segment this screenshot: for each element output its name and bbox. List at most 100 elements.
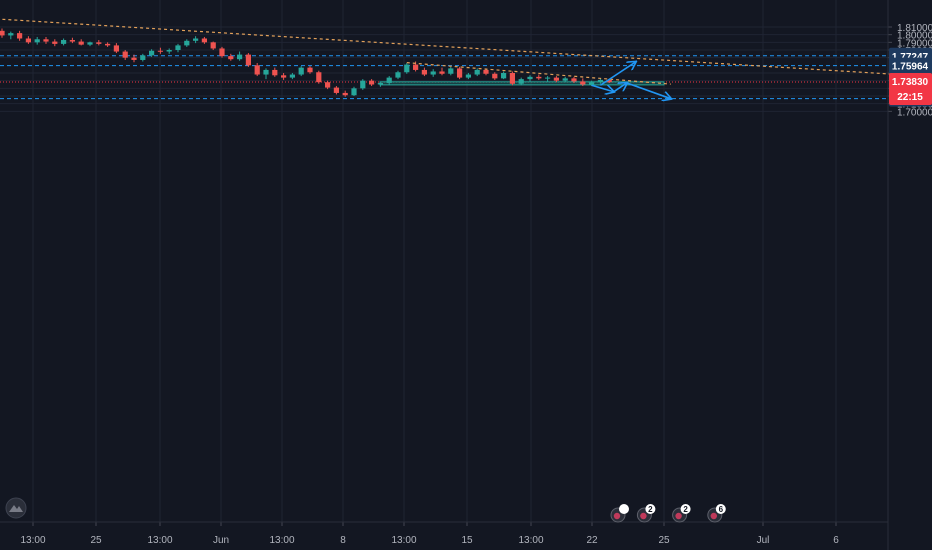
candle-body bbox=[87, 42, 93, 45]
candle-body bbox=[430, 71, 436, 75]
x-tick-label: 6 bbox=[833, 535, 839, 546]
event-badge[interactable]: 2 bbox=[672, 504, 691, 523]
candle-body bbox=[395, 72, 401, 78]
candle bbox=[492, 72, 498, 80]
event-badge[interactable] bbox=[610, 504, 629, 523]
candle-body bbox=[8, 33, 14, 36]
candle bbox=[272, 67, 278, 77]
candle bbox=[166, 48, 172, 54]
candle bbox=[465, 73, 471, 80]
x-tick-label: 13:00 bbox=[391, 535, 416, 546]
logo-mountain-icon bbox=[9, 505, 23, 512]
event-badge[interactable]: 2 bbox=[636, 504, 656, 523]
price-levels bbox=[0, 55, 888, 100]
candle-body bbox=[404, 64, 410, 73]
candle bbox=[509, 71, 515, 86]
candle bbox=[281, 73, 287, 80]
time-axis[interactable]: 13:00 25 13:00 Jun 13:00 8 13:00 15 13:00 22 25 Jul… bbox=[0, 521, 888, 546]
candle-body bbox=[149, 50, 155, 56]
candle-body bbox=[342, 92, 348, 96]
candle bbox=[105, 42, 111, 47]
candle bbox=[553, 76, 559, 83]
candle bbox=[325, 80, 331, 90]
candle-body bbox=[166, 50, 172, 52]
candle-body bbox=[474, 69, 480, 75]
forecast-arrow bbox=[626, 82, 671, 99]
candle bbox=[193, 36, 199, 44]
candle bbox=[501, 71, 507, 80]
candle bbox=[404, 63, 410, 74]
event-count-bubble bbox=[645, 504, 656, 514]
candle-body bbox=[254, 65, 260, 75]
x-tick-label: 15 bbox=[461, 535, 473, 546]
candle bbox=[140, 53, 146, 62]
candle bbox=[149, 49, 155, 57]
candle-body bbox=[606, 79, 612, 83]
candle-body bbox=[518, 79, 524, 84]
candle-body bbox=[17, 33, 23, 39]
candle bbox=[228, 53, 234, 61]
candle bbox=[545, 76, 551, 82]
candle-body bbox=[157, 50, 163, 52]
x-tick-label: 25 bbox=[658, 535, 670, 546]
y-tick-label: 1.80000 bbox=[897, 31, 932, 42]
candle bbox=[307, 66, 313, 74]
candle bbox=[527, 75, 533, 82]
candle bbox=[34, 36, 40, 45]
candle-body bbox=[360, 80, 366, 89]
candle bbox=[245, 53, 251, 67]
candle-body bbox=[43, 39, 49, 42]
current-price-label: 1.73830 bbox=[892, 77, 929, 88]
x-tick-label: 13:00 bbox=[269, 535, 294, 546]
candle-body bbox=[61, 40, 67, 44]
event-flag-icon bbox=[640, 512, 647, 520]
candle-body bbox=[413, 64, 419, 70]
candle bbox=[439, 67, 445, 76]
forecast-arrow bbox=[591, 84, 614, 92]
x-tick-label: Jul bbox=[757, 535, 770, 546]
candle-body bbox=[272, 69, 278, 76]
candle-body bbox=[78, 41, 84, 45]
candle bbox=[289, 73, 295, 80]
candle-body bbox=[105, 43, 111, 46]
logo bbox=[5, 497, 27, 519]
event-badge[interactable]: 6 bbox=[707, 504, 726, 523]
candle-body bbox=[492, 73, 498, 79]
candle bbox=[298, 66, 304, 77]
candle bbox=[122, 50, 128, 60]
event-flag-icon bbox=[675, 512, 682, 520]
candle bbox=[69, 37, 75, 44]
candle bbox=[448, 66, 454, 76]
candle-body bbox=[325, 82, 331, 88]
candle bbox=[237, 51, 243, 61]
event-count-bubble bbox=[680, 504, 691, 514]
candle-body bbox=[140, 55, 146, 60]
candle-body bbox=[483, 69, 489, 74]
candle bbox=[17, 30, 23, 41]
price-level-label: 1.77247 bbox=[892, 52, 929, 63]
candle-body bbox=[333, 87, 339, 93]
candle-body bbox=[536, 76, 542, 79]
candle bbox=[333, 86, 339, 95]
candle bbox=[536, 74, 542, 80]
candle-body bbox=[597, 79, 603, 83]
candle bbox=[360, 79, 366, 90]
event-count: 2 bbox=[648, 505, 653, 514]
candle bbox=[395, 70, 401, 80]
x-tick-label: 8 bbox=[340, 535, 346, 546]
candle-body bbox=[369, 80, 375, 85]
candle bbox=[254, 63, 260, 77]
price-level-label: 1.75964 bbox=[892, 62, 929, 73]
candle-body bbox=[184, 40, 190, 46]
candle bbox=[369, 79, 375, 87]
candle bbox=[571, 76, 577, 83]
candle bbox=[562, 76, 568, 83]
event-badges[interactable]: 2 2 6 bbox=[610, 504, 726, 523]
candle-body bbox=[0, 30, 5, 36]
candle bbox=[8, 31, 14, 40]
candle-body bbox=[439, 71, 445, 74]
candle-body bbox=[210, 42, 216, 49]
candle bbox=[157, 47, 163, 54]
